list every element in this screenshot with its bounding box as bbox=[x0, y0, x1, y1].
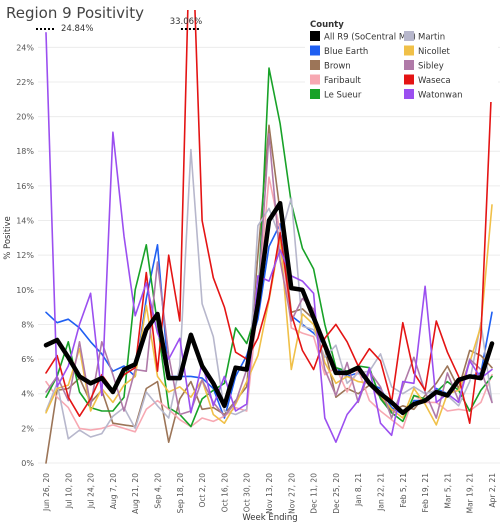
legend-swatch bbox=[310, 31, 320, 41]
series-line-le-sueur bbox=[45, 67, 493, 428]
series-line-martin bbox=[45, 148, 493, 440]
series-lines bbox=[43, 10, 495, 464]
x-tick-label: Oct 16, 20 bbox=[220, 473, 229, 512]
x-tick-label: Jun 26, 20 bbox=[42, 473, 51, 512]
x-tick-label: Jan 8, 21 bbox=[354, 473, 363, 507]
x-tick-label: Oct 2, 20 bbox=[198, 473, 207, 508]
series-line-all-r9-socentral-mn- bbox=[43, 200, 495, 416]
legend-swatch bbox=[310, 74, 320, 85]
y-tick-label: 6% bbox=[21, 355, 34, 364]
legend-label: Watonwan bbox=[418, 91, 463, 101]
x-tick-label: Dec 25, 20 bbox=[332, 473, 341, 514]
legend-label: Blue Earth bbox=[324, 47, 368, 57]
legend-label: All R9 (SoCentral MN) bbox=[324, 33, 416, 43]
x-axis-ticks: Jun 26, 20 Jul 10, 20 Jul 24, 20 Aug 7, 20 A… bbox=[42, 473, 497, 514]
x-tick-label: Jul 24, 20 bbox=[87, 473, 96, 510]
legend: County All R9 (SoCentral MN) Blue Earth Bro… bbox=[310, 20, 463, 101]
x-tick-label: Jul 10, 20 bbox=[64, 473, 73, 510]
legend-title: County bbox=[310, 20, 344, 30]
legend-label: Sibley bbox=[418, 62, 444, 72]
legend-swatch bbox=[404, 89, 414, 99]
legend-label: Faribault bbox=[324, 76, 362, 86]
y-tick-label: 24% bbox=[16, 43, 34, 52]
x-tick-label: Nov 27, 20 bbox=[287, 473, 296, 514]
legend-swatch bbox=[404, 74, 414, 85]
y-axis-ticks: 0% 2% 4% 6% 8% 10% 12% 14% 16% 18% 20% 22% 24% bbox=[16, 43, 34, 468]
y-tick-label: 14% bbox=[16, 217, 34, 226]
legend-label: Nicollet bbox=[418, 47, 451, 57]
y-tick-label: 8% bbox=[21, 320, 34, 329]
legend-swatch bbox=[404, 60, 414, 70]
y-axis-label: % Positive bbox=[3, 216, 13, 260]
series-line-sibley bbox=[45, 133, 493, 419]
legend-swatch bbox=[404, 31, 414, 41]
legend-background bbox=[305, 22, 498, 102]
legend-swatch bbox=[310, 60, 320, 70]
series-line-watonwan bbox=[45, 31, 493, 444]
peak-annotations: 24.84% 33.06% bbox=[36, 17, 202, 34]
y-tick-label: 2% bbox=[21, 424, 34, 433]
y-tick-label: 4% bbox=[21, 390, 34, 399]
chart-title: Region 9 Positivity bbox=[6, 4, 144, 22]
x-tick-label: Oct 30, 20 bbox=[243, 473, 252, 512]
x-tick-label: Sep 4, 20 bbox=[154, 473, 163, 509]
y-tick-label: 12% bbox=[16, 251, 34, 260]
legend-label: Brown bbox=[324, 62, 351, 72]
y-tick-label: 16% bbox=[16, 182, 34, 191]
legend-label: Waseca bbox=[418, 76, 451, 86]
legend-swatch bbox=[310, 89, 320, 99]
x-tick-label: Dec 11, 20 bbox=[310, 473, 319, 514]
legend-swatch bbox=[310, 45, 320, 56]
x-axis-label: Week Ending bbox=[242, 513, 297, 523]
x-tick-label: Jan 22, 21 bbox=[377, 473, 386, 512]
x-tick-label: Aug 7, 20 bbox=[109, 473, 118, 509]
x-tick-label: Feb 19, 21 bbox=[421, 473, 430, 513]
x-tick-label: Feb 5, 21 bbox=[399, 473, 408, 508]
peak-annotation: 33.06% bbox=[170, 17, 202, 27]
peak-annotation: 24.84% bbox=[61, 24, 93, 34]
legend-label: Le Sueur bbox=[324, 91, 362, 101]
series-line-faribault bbox=[45, 176, 493, 433]
y-tick-label: 20% bbox=[16, 113, 34, 122]
y-tick-label: 22% bbox=[16, 78, 34, 87]
x-tick-label: Nov 13, 20 bbox=[265, 473, 274, 514]
y-tick-label: 10% bbox=[16, 286, 34, 295]
y-tick-label: 18% bbox=[16, 147, 34, 156]
y-tick-label: 0% bbox=[21, 459, 34, 468]
x-tick-label: Sep 18, 20 bbox=[176, 473, 185, 514]
x-tick-label: Apr 2, 21 bbox=[488, 473, 497, 508]
x-tick-label: Mar 5, 21 bbox=[443, 473, 452, 509]
x-tick-label: Aug 21, 20 bbox=[131, 473, 140, 514]
legend-label: Martin bbox=[418, 33, 445, 43]
x-tick-label: Mar 19, 21 bbox=[466, 473, 475, 514]
legend-swatch bbox=[404, 45, 414, 56]
